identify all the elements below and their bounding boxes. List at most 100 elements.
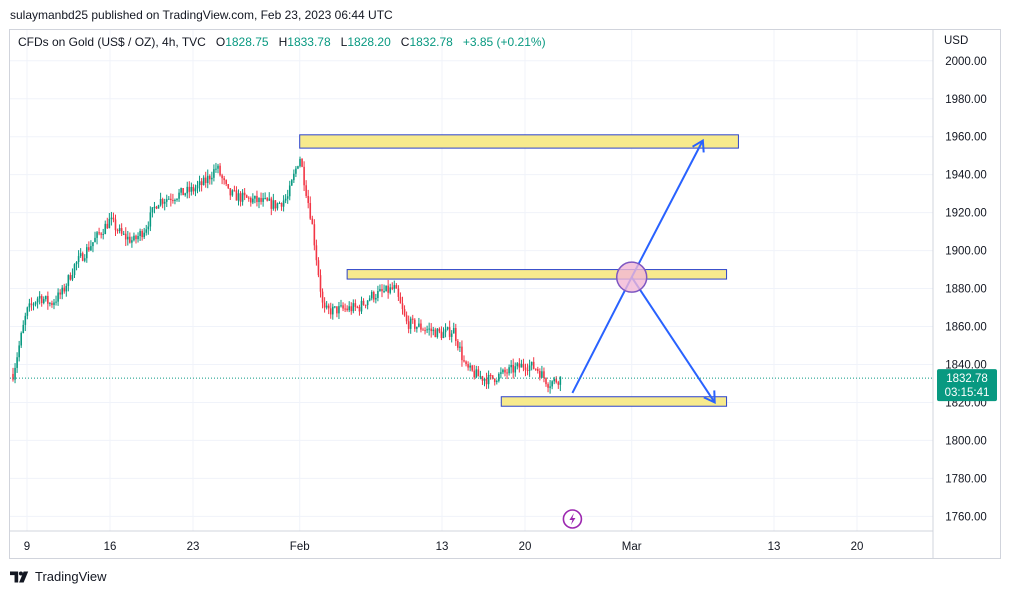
candle-body (77, 256, 80, 263)
candle-body (475, 369, 478, 378)
candle-body (457, 340, 459, 348)
candle-body (354, 303, 357, 307)
candle-body (313, 224, 316, 246)
candle-body (276, 203, 279, 209)
candle-body (118, 228, 121, 232)
close-label: C (400, 35, 410, 49)
candle-body (75, 262, 78, 265)
lightning-icon-bolt (569, 513, 576, 525)
candle-body (69, 275, 72, 280)
candle-body (278, 203, 281, 205)
candle-body (98, 232, 100, 234)
support-resistance-zone (299, 134, 739, 149)
projection-arrow-down (630, 276, 716, 403)
y-tick-label: 1920.00 (945, 208, 987, 220)
candle-body (57, 292, 59, 302)
candle-body (422, 329, 424, 331)
candle-body (432, 329, 435, 332)
candle-body (428, 328, 430, 330)
candle-body (385, 285, 387, 292)
candle-body (63, 287, 66, 292)
chart-frame (9, 29, 1001, 559)
candle-body (32, 304, 35, 306)
candle-body (147, 226, 150, 230)
candle-body (512, 365, 514, 373)
candle-body (96, 232, 98, 238)
candle-body (436, 328, 439, 338)
projection-arrow-up-head (692, 138, 705, 153)
candle-body (110, 217, 113, 219)
candle-body (227, 184, 230, 189)
candle-body (168, 198, 170, 200)
candle-body (319, 275, 322, 292)
candle-body (547, 384, 549, 388)
candle-body (483, 378, 486, 381)
candle-body (352, 303, 355, 312)
x-tick-label: 20 (519, 541, 532, 553)
last-price-label (937, 369, 997, 402)
candle-body (170, 198, 172, 201)
change-value: +3.85 (+0.21%) (462, 35, 546, 49)
candle-body (481, 376, 484, 381)
candle-body (305, 185, 307, 196)
candle-body (545, 378, 547, 385)
candle-body (233, 190, 236, 192)
candle-body (559, 376, 562, 385)
candle-body (498, 373, 500, 381)
candle-body (49, 303, 51, 305)
candle-body (455, 327, 457, 341)
candle-body (379, 289, 381, 292)
candle-body (159, 199, 162, 206)
candle-body (520, 363, 523, 368)
candle-body (364, 304, 367, 306)
candle-body (65, 285, 68, 292)
candle-body (28, 303, 31, 308)
ohlc-legend: CFDs on Gold (US$ / OZ), 4h, TVC O1828.7… (18, 35, 546, 49)
candle-body (245, 195, 248, 198)
support-resistance-zone (500, 396, 728, 407)
candle-body (192, 186, 195, 192)
candle-body (342, 305, 344, 309)
candle-body (36, 298, 39, 303)
grid (10, 30, 933, 531)
candle-body (213, 169, 215, 178)
candle-body (247, 197, 250, 199)
candle-body (506, 372, 508, 374)
candle-body (83, 258, 86, 261)
support-resistance-zone (346, 269, 728, 280)
candle-body (100, 233, 102, 235)
candle-body (71, 275, 74, 280)
candle-body (327, 305, 330, 309)
candle-body (534, 368, 537, 370)
candle-body (309, 203, 312, 219)
candle-body (67, 275, 70, 286)
candle-body (496, 380, 498, 383)
candle-body (522, 363, 525, 368)
candle-body (88, 247, 90, 251)
candle-body (514, 366, 517, 373)
candle-body (434, 329, 437, 338)
candle-body (254, 195, 256, 199)
open-label: O (215, 35, 226, 49)
candle-body (26, 307, 29, 316)
candle-body (143, 232, 145, 238)
bar-countdown: 03:15:41 (945, 387, 990, 399)
x-tick-label: Feb (290, 541, 310, 553)
candle-body (332, 306, 334, 315)
candle-body (471, 365, 473, 371)
candle-body (86, 247, 88, 259)
candle-body (45, 295, 47, 300)
candle-body (401, 303, 404, 310)
candles (12, 156, 562, 394)
candle-body (502, 369, 504, 373)
candle-body (530, 361, 533, 366)
candle-body (20, 333, 22, 346)
high-value: 1833.78 (287, 35, 331, 49)
x-tick-label: 13 (768, 541, 781, 553)
candle-body (403, 309, 406, 316)
candle-body (22, 324, 25, 334)
y-tick-label: 1900.00 (945, 246, 987, 258)
lightning-icon[interactable] (562, 509, 583, 529)
candle-body (508, 367, 510, 374)
